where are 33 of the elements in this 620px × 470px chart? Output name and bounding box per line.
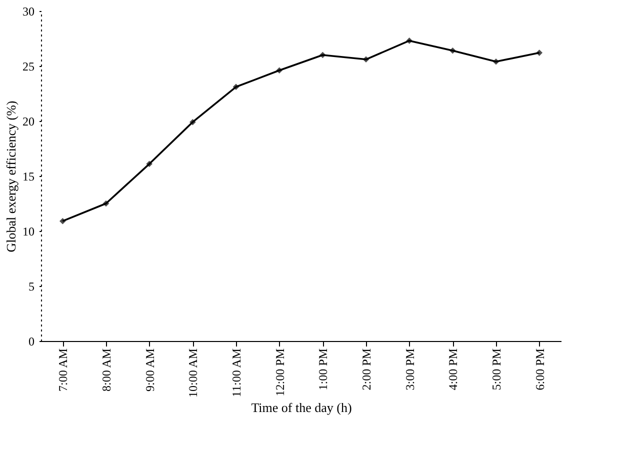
point	[492, 58, 500, 65]
y-axis-title: Global exergy efficiency (%)	[4, 100, 18, 252]
x-tick-label: 3:00 PM	[402, 348, 417, 390]
point	[102, 200, 110, 207]
x-tick-label: 10:00 AM	[186, 348, 200, 398]
point	[276, 67, 282, 74]
x-tick-label: 5:00 PM	[490, 348, 504, 390]
x-tick-label: 6:00 PM	[532, 348, 547, 390]
x-tick-label: 2:00 PM	[360, 348, 374, 390]
x-tick-label: 7:00 AM	[56, 348, 70, 392]
y-tick-label: 15	[22, 170, 34, 184]
point	[536, 50, 542, 56]
point	[190, 118, 196, 126]
y-tick-label: 10	[22, 224, 34, 238]
x-tick-label: 12:00 PM	[272, 348, 287, 396]
x-axis-title: Time of the day (h)	[251, 400, 352, 416]
point	[450, 47, 456, 54]
y-tick-label: 20	[22, 114, 34, 128]
y-tick-label: 0	[28, 334, 34, 348]
y-tick-label: 5	[28, 280, 34, 294]
x-tick-label: 9:00 AM	[142, 348, 157, 392]
x-tick-label: 11:00 AM	[230, 348, 244, 398]
x-tick-label: 8:00 AM	[100, 348, 114, 392]
point	[60, 218, 66, 224]
y-tick-label: 30	[22, 4, 34, 18]
point	[362, 56, 370, 63]
point	[320, 52, 326, 58]
point	[406, 38, 412, 44]
x-tick-label: 4:00 PM	[446, 348, 460, 390]
point	[232, 84, 240, 90]
y-tick-label: 25	[22, 60, 34, 74]
x-tick-label: 1:00 PM	[316, 348, 330, 390]
point	[146, 160, 152, 168]
